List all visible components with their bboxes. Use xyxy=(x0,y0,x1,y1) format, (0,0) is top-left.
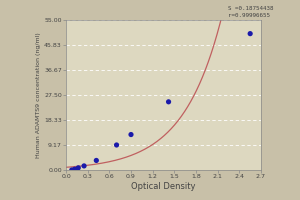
Point xyxy=(94,159,99,162)
Point xyxy=(166,100,171,103)
Point xyxy=(82,164,86,168)
Point xyxy=(76,166,81,169)
Point xyxy=(114,143,119,147)
Point xyxy=(69,168,74,172)
Y-axis label: Human ADAMTS9 concentration (ng/ml): Human ADAMTS9 concentration (ng/ml) xyxy=(36,32,41,158)
Point xyxy=(72,168,77,171)
Point xyxy=(129,133,134,136)
Point xyxy=(248,32,253,35)
Text: S =0.18754438
r=0.99996655: S =0.18754438 r=0.99996655 xyxy=(228,6,274,18)
X-axis label: Optical Density: Optical Density xyxy=(131,182,196,191)
